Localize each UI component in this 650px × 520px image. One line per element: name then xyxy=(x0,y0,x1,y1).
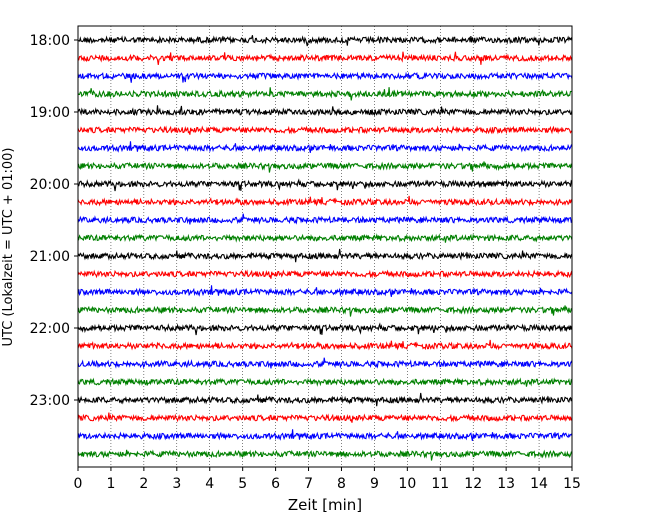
y-tick-label: 22:00 xyxy=(30,321,70,337)
x-tick-label: 4 xyxy=(205,476,214,492)
trace-row-3 xyxy=(77,71,573,83)
x-tick-label: 11 xyxy=(431,476,449,492)
x-tick-label: 9 xyxy=(370,476,379,492)
trace-row-17 xyxy=(77,322,573,336)
trace-row-11 xyxy=(77,213,573,225)
trace-row-5 xyxy=(77,105,573,117)
trace-row-24 xyxy=(77,449,573,461)
x-axis-ticks: 0 1 2 3 4 5 6 7 8 9 10 11 12 13 14 15 xyxy=(74,467,581,492)
seismic-traces xyxy=(77,35,573,461)
plot-frame xyxy=(77,25,573,468)
trace-row-12 xyxy=(77,233,573,243)
trace-row-1 xyxy=(77,35,573,47)
trace-row-15 xyxy=(77,285,573,297)
x-tick-label: 15 xyxy=(563,476,581,492)
x-tick-label: 10 xyxy=(398,476,416,492)
trace-row-16 xyxy=(77,305,573,317)
x-tick-label: 1 xyxy=(106,476,115,492)
x-tick-label: 5 xyxy=(238,476,247,492)
trace-row-21 xyxy=(77,392,573,407)
trace-row-13 xyxy=(77,248,573,263)
x-tick-label: 12 xyxy=(464,476,482,492)
x-tick-label: 8 xyxy=(337,476,346,492)
trace-row-7 xyxy=(77,141,573,153)
trace-row-4 xyxy=(77,87,573,101)
trace-row-19 xyxy=(77,357,573,369)
x-tick-label: 3 xyxy=(172,476,181,492)
x-tick-label: 2 xyxy=(139,476,148,492)
trace-row-10 xyxy=(77,195,573,207)
x-tick-label: 0 xyxy=(74,476,83,492)
trace-row-2 xyxy=(77,51,573,66)
x-axis-label: Zeit [min] xyxy=(288,496,362,514)
y-axis-ticks: 18:00 19:00 20:00 21:00 22:00 23:00 xyxy=(30,33,78,409)
trace-row-9 xyxy=(77,178,573,192)
trace-row-8 xyxy=(77,161,573,173)
trace-row-18 xyxy=(77,339,573,351)
trace-row-23 xyxy=(77,429,573,441)
y-axis-label: UTC (Lokalzeit = UTC + 01:00) xyxy=(1,148,16,347)
x-tick-label: 6 xyxy=(271,476,280,492)
y-tick-label: 18:00 xyxy=(30,33,70,49)
trace-row-22 xyxy=(77,412,573,423)
x-tick-label: 14 xyxy=(530,476,548,492)
y-tick-label: 21:00 xyxy=(30,249,70,265)
y-tick-label: 19:00 xyxy=(30,105,70,121)
x-tick-label: 13 xyxy=(497,476,515,492)
trace-row-6 xyxy=(77,125,573,135)
y-tick-label: 20:00 xyxy=(30,177,70,193)
trace-row-14 xyxy=(77,269,573,279)
trace-row-20 xyxy=(77,377,573,387)
y-tick-label: 23:00 xyxy=(30,393,70,409)
x-tick-label: 7 xyxy=(304,476,313,492)
